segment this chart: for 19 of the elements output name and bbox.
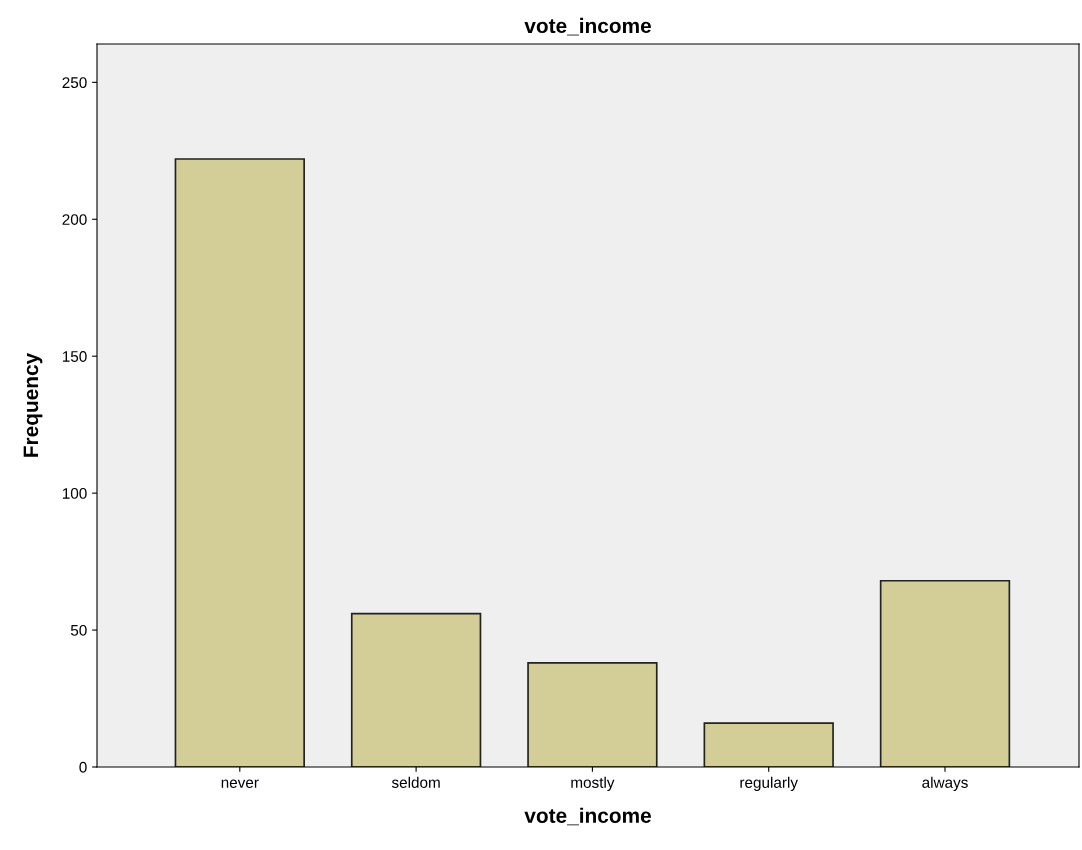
- y-tick-label: 0: [79, 761, 87, 773]
- x-axis-title: vote_income: [524, 807, 651, 826]
- bar: [174, 158, 305, 767]
- x-tick-label: mostly: [571, 776, 615, 791]
- x-tick-label: seldom: [391, 776, 440, 788]
- x-tick-label: always: [922, 776, 968, 791]
- x-tick-label: never: [221, 779, 259, 788]
- chart-title: vote_income: [524, 17, 651, 36]
- bar: [879, 579, 1011, 767]
- y-axis-title: Frequency: [23, 352, 43, 457]
- y-tick-label: 200: [62, 214, 87, 225]
- y-tick-label: 50: [70, 624, 87, 636]
- x-tick-label: regularly: [740, 776, 798, 791]
- y-tick-label: 150: [62, 351, 87, 362]
- bar: [703, 722, 834, 767]
- bar: [527, 662, 658, 767]
- y-tick-label: 100: [62, 488, 87, 499]
- bar: [350, 612, 482, 767]
- y-tick-label: 250: [62, 77, 87, 89]
